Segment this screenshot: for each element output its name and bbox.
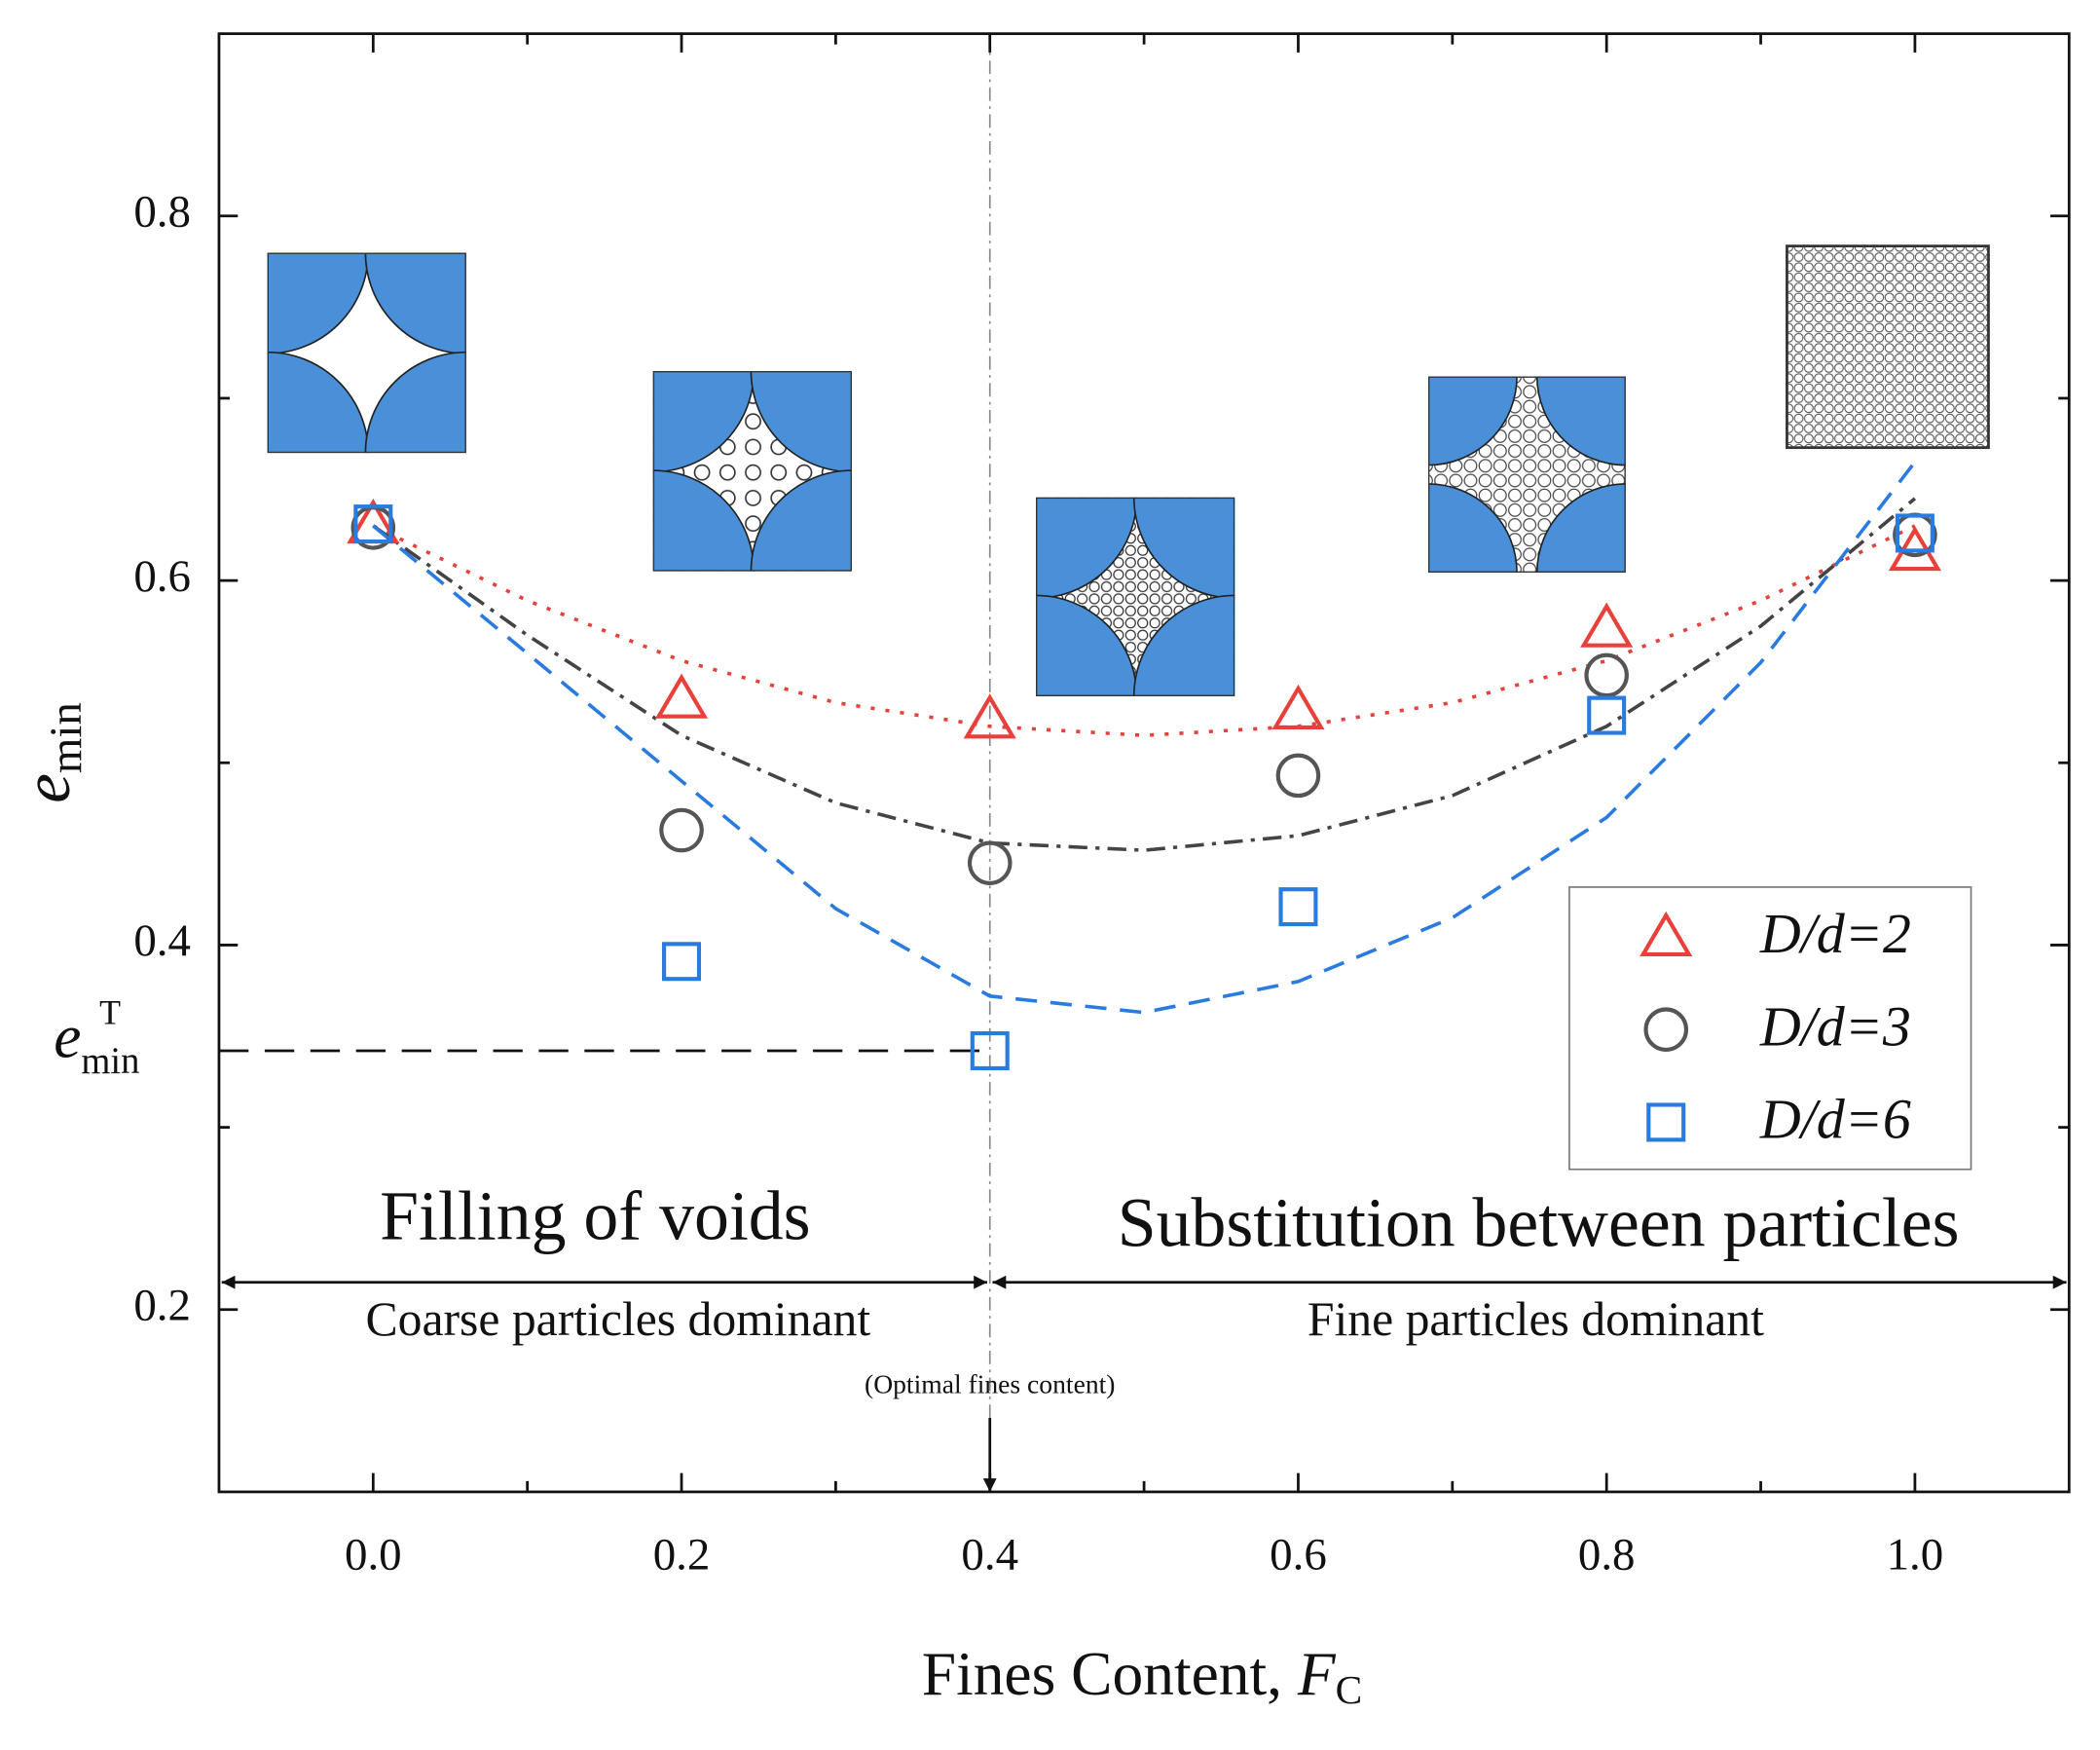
legend-label: D/d=2 — [1759, 902, 1911, 965]
inset-filled — [1427, 376, 1626, 573]
marker-square — [1587, 695, 1627, 735]
marker-triangle — [1271, 684, 1325, 729]
marker-circle — [1275, 753, 1321, 799]
legend-marker — [1646, 1102, 1686, 1142]
annotation: Substitution between particles — [1118, 1183, 1960, 1261]
marker-circle — [967, 840, 1013, 885]
marker-square — [1895, 513, 1934, 553]
legend-marker — [1639, 911, 1693, 956]
annotation: Fine particles dominant — [1308, 1292, 1764, 1346]
fit-curve — [372, 524, 1916, 737]
inset-packings — [267, 244, 1990, 696]
y-tick-label: 0.4 — [133, 915, 191, 966]
inset-fines — [1786, 244, 1990, 450]
x-tick-label: 0.4 — [961, 1530, 1018, 1581]
x-label-sub: C — [1336, 1666, 1363, 1711]
x-label-main: Fines Content, — [922, 1639, 1298, 1708]
fit-curve — [372, 461, 1917, 1015]
legend-label: D/d=6 — [1759, 1087, 1911, 1150]
marker-triangle — [1580, 602, 1634, 648]
x-label-italic: F — [1297, 1639, 1337, 1708]
y-label-main: e — [10, 773, 84, 803]
x-tick-label: 1.0 — [1887, 1530, 1944, 1581]
annotation: (Optimal fines content) — [865, 1369, 1115, 1399]
y-tick-label: 0.6 — [133, 551, 191, 602]
marker-square — [970, 1030, 1010, 1071]
y-label-sub: min — [41, 702, 92, 773]
legend-marker — [1643, 1007, 1689, 1052]
inset-sparse — [652, 370, 852, 572]
legend-box — [1568, 886, 1972, 1171]
e-min-t-main: e — [54, 1001, 81, 1070]
x-tick-label: 0.2 — [653, 1530, 711, 1581]
marker-square — [662, 942, 702, 982]
e-min-t-label: emin — [54, 1001, 139, 1081]
e-min-t-sup: T — [99, 992, 121, 1031]
marker-circle — [659, 807, 704, 853]
marker-triangle — [654, 673, 709, 719]
y-tick-label: 0.8 — [133, 187, 191, 238]
legend-label: D/d=3 — [1759, 994, 1911, 1058]
inset-dense — [1036, 497, 1235, 696]
e-min-t-sub: min — [81, 1041, 139, 1082]
marker-square — [353, 504, 393, 544]
y-tick-label: 0.2 — [133, 1281, 191, 1331]
marker-square — [1278, 887, 1318, 927]
x-tick-label: 0.8 — [1578, 1530, 1636, 1581]
y-axis-label: emin — [10, 702, 91, 803]
x-axis-label: Fines Content, FC — [922, 1639, 1363, 1712]
marker-circle — [1584, 652, 1629, 698]
annotation: Coarse particles dominant — [365, 1292, 870, 1346]
x-tick-label: 0.0 — [345, 1530, 402, 1581]
x-tick-label: 0.6 — [1270, 1530, 1327, 1581]
marker-triangle — [963, 693, 1016, 739]
annotation: Filling of voids — [380, 1176, 811, 1254]
inset-empty — [267, 252, 466, 454]
